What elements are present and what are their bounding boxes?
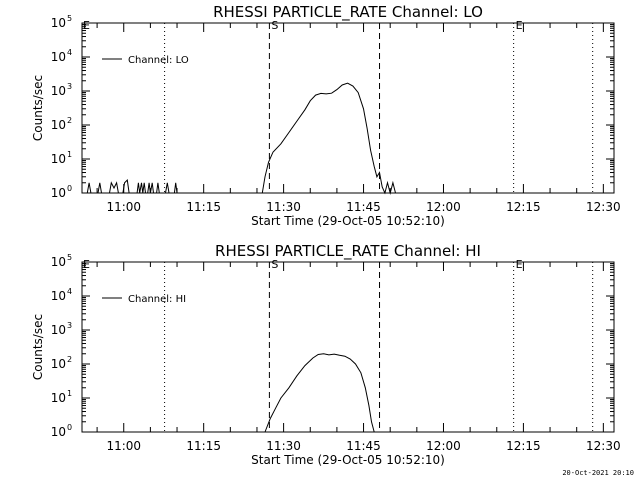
x-tick-label: 12:30 bbox=[586, 439, 621, 453]
x-tick-label: 11:30 bbox=[266, 439, 301, 453]
y-axis-label: Counts/sec bbox=[31, 75, 45, 141]
x-tick-label: 12:00 bbox=[426, 439, 461, 453]
chart-title: RHESSI PARTICLE_RATE Channel: LO bbox=[213, 3, 483, 22]
x-tick-label: 11:00 bbox=[106, 439, 141, 453]
x-tick-label: 12:30 bbox=[586, 200, 621, 214]
time-marker-label: E bbox=[516, 258, 523, 271]
y-tick-label: 10 bbox=[51, 84, 66, 98]
y-tick-label: 10 bbox=[51, 289, 66, 303]
x-tick-label: 11:45 bbox=[346, 439, 381, 453]
y-tick-exponent: 0 bbox=[67, 184, 72, 193]
series-line bbox=[86, 82, 396, 195]
y-tick-label: 10 bbox=[51, 50, 66, 64]
time-marker-label: E bbox=[516, 19, 523, 32]
legend-label: Channel: HI bbox=[128, 294, 186, 305]
y-tick-exponent: 2 bbox=[67, 355, 72, 364]
y-tick-exponent: 0 bbox=[67, 423, 72, 432]
x-tick-label: 12:00 bbox=[426, 200, 461, 214]
y-tick-label: 10 bbox=[51, 16, 66, 30]
time-marker-label: E bbox=[83, 258, 90, 271]
y-tick-exponent: 4 bbox=[67, 287, 72, 296]
time-marker-label: S bbox=[271, 19, 278, 32]
y-tick-exponent: 2 bbox=[67, 116, 72, 125]
lo-channel-panel: RHESSI PARTICLE_RATE Channel: LO Start T… bbox=[31, 3, 621, 228]
y-tick-exponent: 3 bbox=[67, 82, 72, 91]
y-tick-label: 10 bbox=[51, 152, 66, 166]
y-tick-label: 10 bbox=[51, 357, 66, 371]
x-tick-label: 11:45 bbox=[346, 200, 381, 214]
y-tick-exponent: 4 bbox=[67, 48, 72, 57]
plot-frame bbox=[81, 22, 615, 194]
y-tick-label: 10 bbox=[51, 391, 66, 405]
y-tick-exponent: 3 bbox=[67, 321, 72, 330]
x-axis-label: Start Time (29-Oct-05 10:52:10) bbox=[251, 214, 445, 228]
legend-label: Channel: LO bbox=[128, 55, 189, 66]
y-tick-label: 10 bbox=[51, 323, 66, 337]
x-axis-label: Start Time (29-Oct-05 10:52:10) bbox=[251, 453, 445, 467]
y-tick-exponent: 5 bbox=[67, 253, 72, 262]
y-tick-exponent: 1 bbox=[67, 150, 72, 159]
x-tick-label: 11:15 bbox=[186, 439, 221, 453]
hi-channel-panel: RHESSI PARTICLE_RATE Channel: HI Start T… bbox=[31, 242, 621, 467]
x-tick-label: 12:15 bbox=[506, 200, 541, 214]
y-tick-label: 10 bbox=[51, 186, 66, 200]
y-tick-exponent: 5 bbox=[67, 14, 72, 23]
chart-title: RHESSI PARTICLE_RATE Channel: HI bbox=[215, 242, 481, 261]
y-tick-label: 10 bbox=[51, 255, 66, 269]
y-axis-label: Counts/sec bbox=[31, 314, 45, 380]
x-tick-label: 11:00 bbox=[106, 200, 141, 214]
y-tick-label: 10 bbox=[51, 425, 66, 439]
time-marker-label: S bbox=[271, 258, 278, 271]
y-tick-label: 10 bbox=[51, 118, 66, 132]
plot-frame bbox=[81, 261, 615, 433]
time-marker-label: E bbox=[83, 19, 90, 32]
x-tick-label: 11:15 bbox=[186, 200, 221, 214]
x-tick-label: 12:15 bbox=[506, 439, 541, 453]
series-line bbox=[264, 353, 375, 433]
y-tick-exponent: 1 bbox=[67, 389, 72, 398]
x-tick-label: 11:30 bbox=[266, 200, 301, 214]
timestamp: 20-Oct-2021 20:10 bbox=[562, 469, 634, 477]
